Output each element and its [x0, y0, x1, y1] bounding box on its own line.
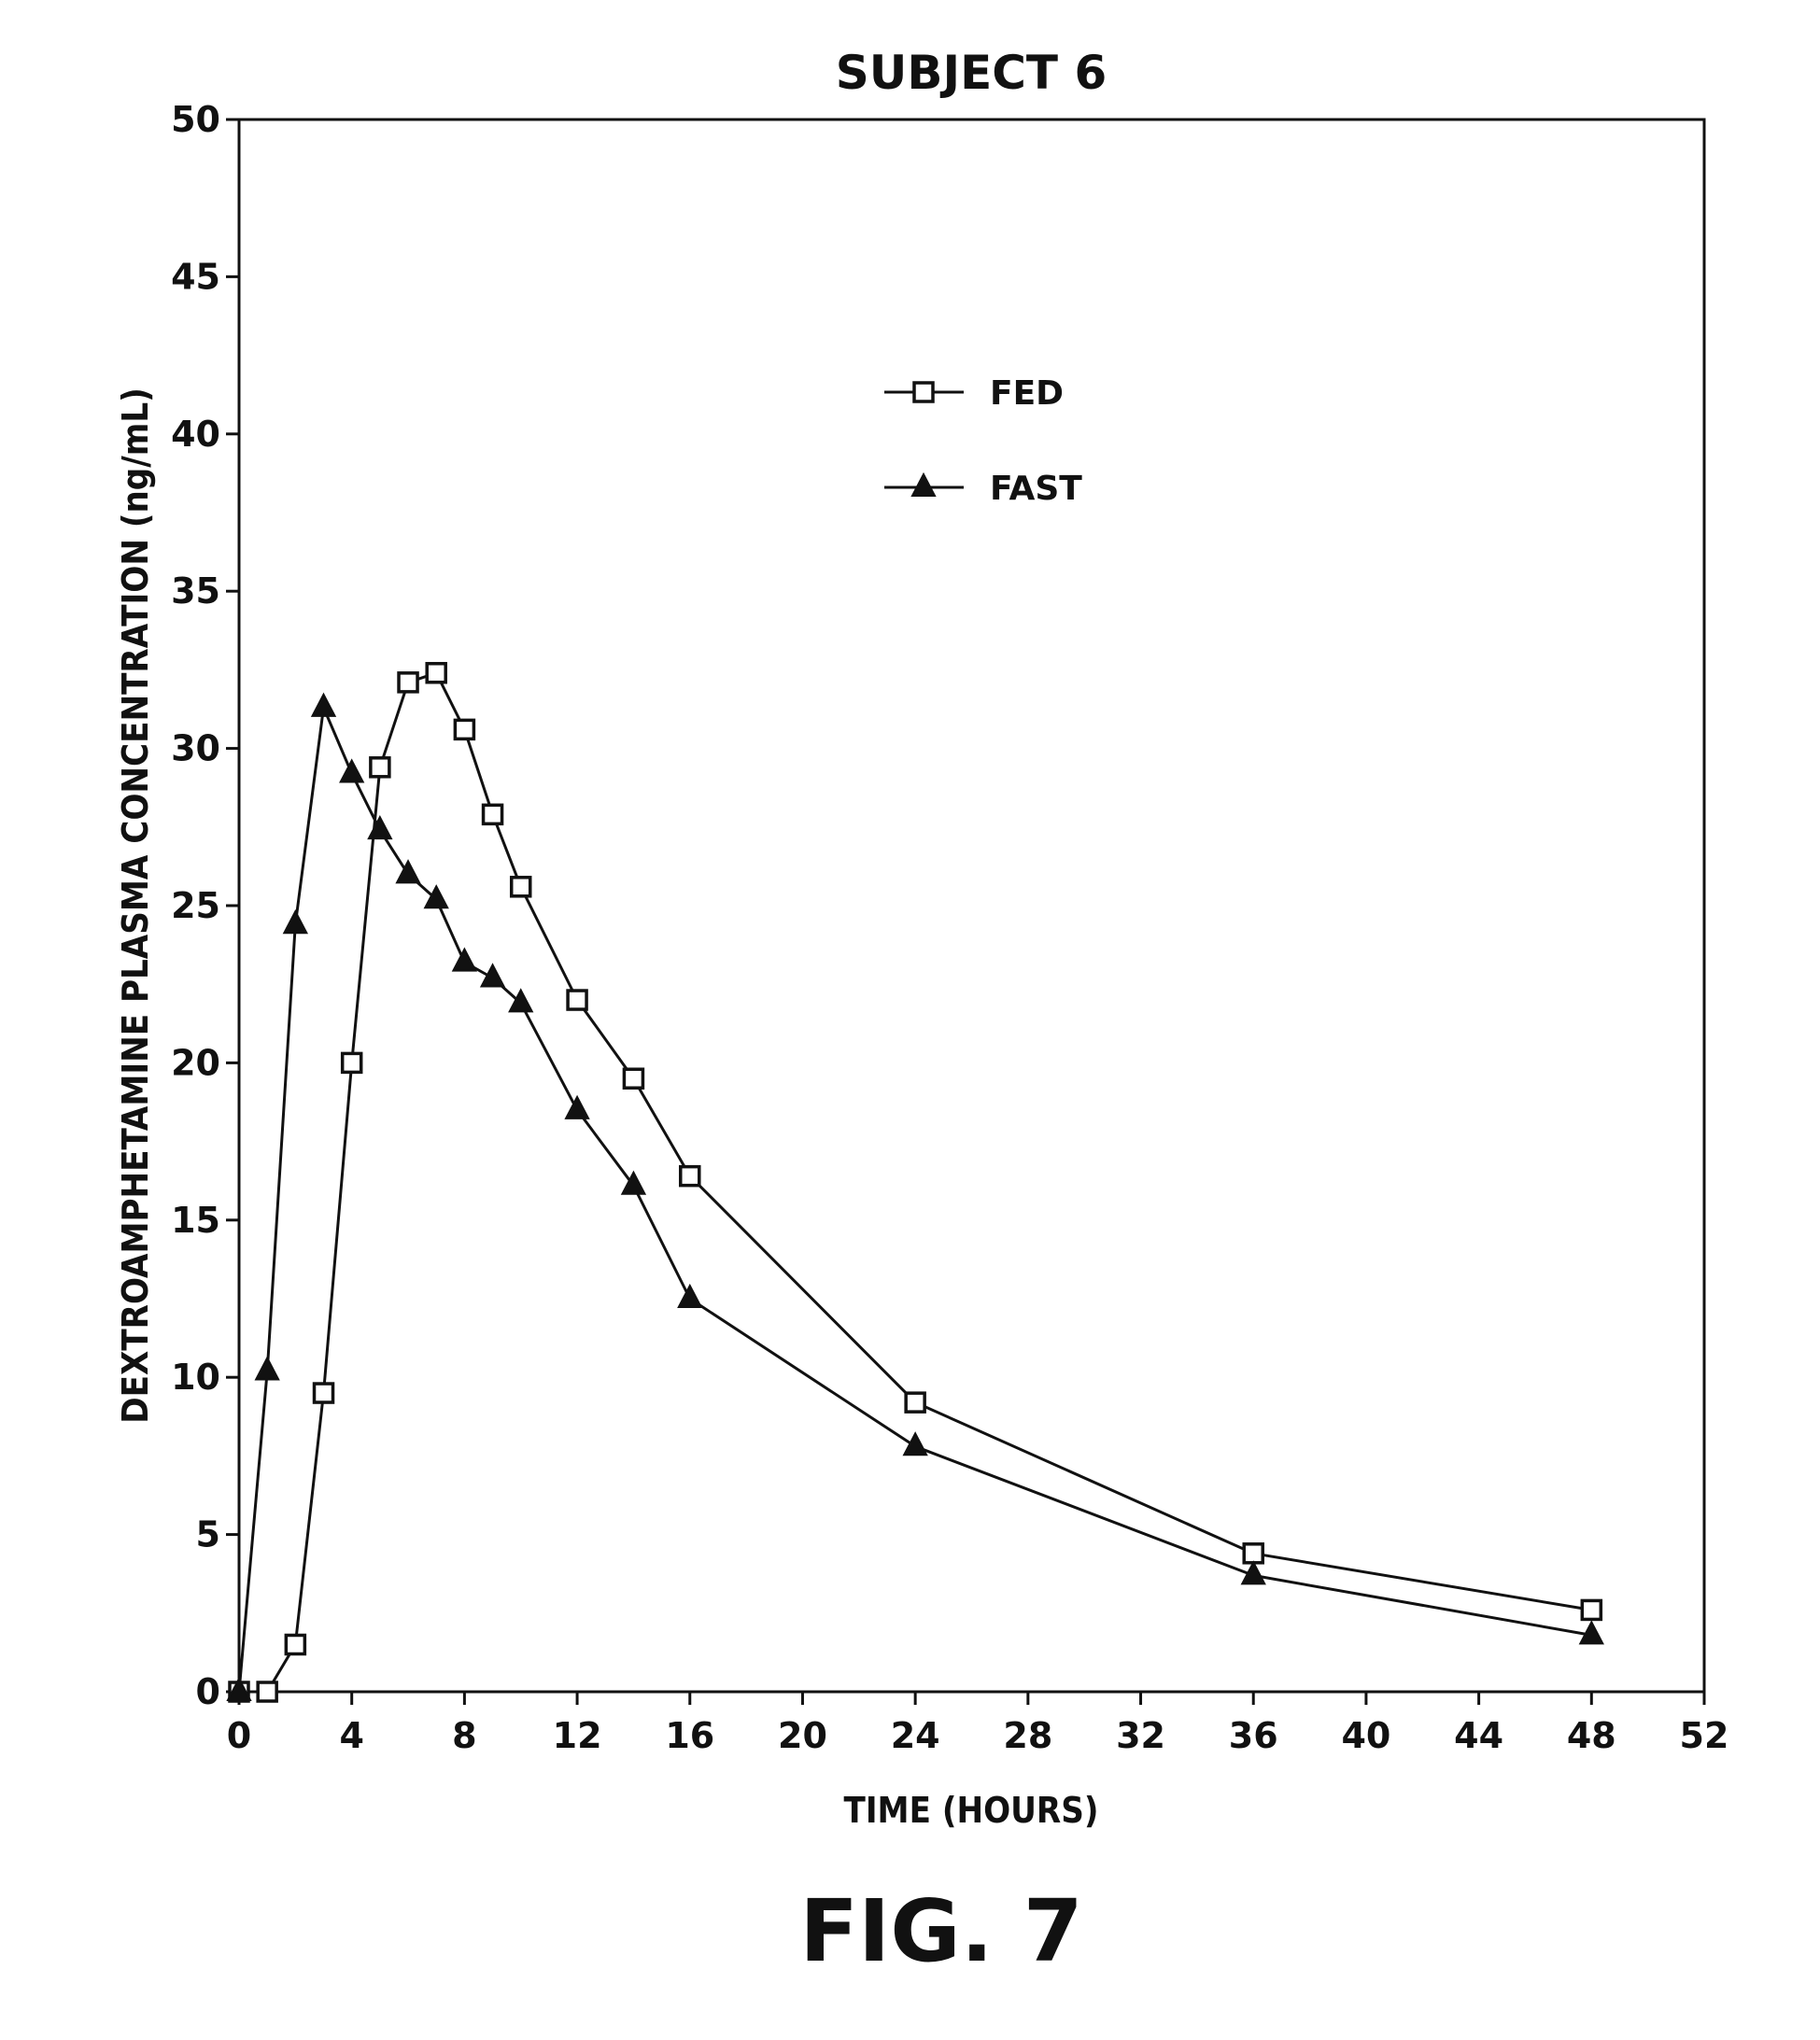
data-point-fed	[906, 1393, 924, 1412]
x-tick-label: 20	[778, 1715, 827, 1756]
y-tick-label: 25	[171, 885, 220, 926]
x-tick-label: 32	[1116, 1715, 1165, 1756]
data-point-fed	[484, 805, 502, 823]
legend-fed-label: FED	[990, 374, 1064, 413]
y-tick-label: 45	[171, 256, 220, 297]
x-tick-label: 52	[1680, 1715, 1729, 1756]
y-tick-label: 40	[171, 414, 220, 455]
y-tick-label: 20	[171, 1042, 220, 1083]
x-tick-label: 12	[553, 1715, 602, 1756]
x-tick-label: 4	[339, 1715, 363, 1756]
y-tick-label: 50	[171, 99, 220, 140]
x-tick-label: 44	[1454, 1715, 1503, 1756]
data-point-fed	[512, 878, 530, 896]
x-tick-label: 40	[1341, 1715, 1390, 1756]
x-tick-label: 8	[452, 1715, 476, 1756]
figure-caption: FIG. 7	[799, 1881, 1083, 1981]
legend-fed-marker	[914, 383, 933, 401]
x-tick-label: 24	[891, 1715, 940, 1756]
y-tick-label: 5	[196, 1514, 220, 1555]
data-point-fed	[1582, 1600, 1601, 1619]
x-tick-label: 16	[665, 1715, 714, 1756]
y-tick-label: 30	[171, 728, 220, 769]
data-point-fed	[681, 1167, 699, 1186]
y-axis-label: DEXTROAMPHETAMINE PLASMA CONCENTRATION (…	[115, 387, 156, 1424]
x-tick-label: 36	[1229, 1715, 1278, 1756]
y-tick-label: 35	[171, 570, 220, 612]
y-tick-label: 10	[171, 1357, 220, 1398]
data-point-fed	[427, 664, 445, 682]
data-point-fed	[371, 758, 389, 777]
x-tick-label: 0	[227, 1715, 251, 1756]
x-axis-label: TIME (HOURS)	[844, 1790, 1099, 1831]
data-point-fed	[315, 1384, 333, 1402]
data-point-fed	[455, 720, 473, 739]
chart-title: SUBJECT 6	[836, 46, 1107, 100]
data-point-fed	[399, 673, 417, 692]
data-point-fed	[568, 991, 586, 1009]
y-tick-label: 15	[171, 1200, 220, 1241]
data-point-fed	[343, 1053, 361, 1072]
legend-fast-label: FAST	[990, 470, 1082, 508]
y-tick-label: 0	[196, 1671, 220, 1712]
data-point-fed	[624, 1069, 642, 1088]
data-point-fed	[258, 1682, 276, 1701]
x-tick-label: 28	[1003, 1715, 1052, 1756]
data-point-fed	[1244, 1544, 1263, 1563]
data-point-fed	[286, 1635, 304, 1653]
x-tick-label: 48	[1567, 1715, 1616, 1756]
